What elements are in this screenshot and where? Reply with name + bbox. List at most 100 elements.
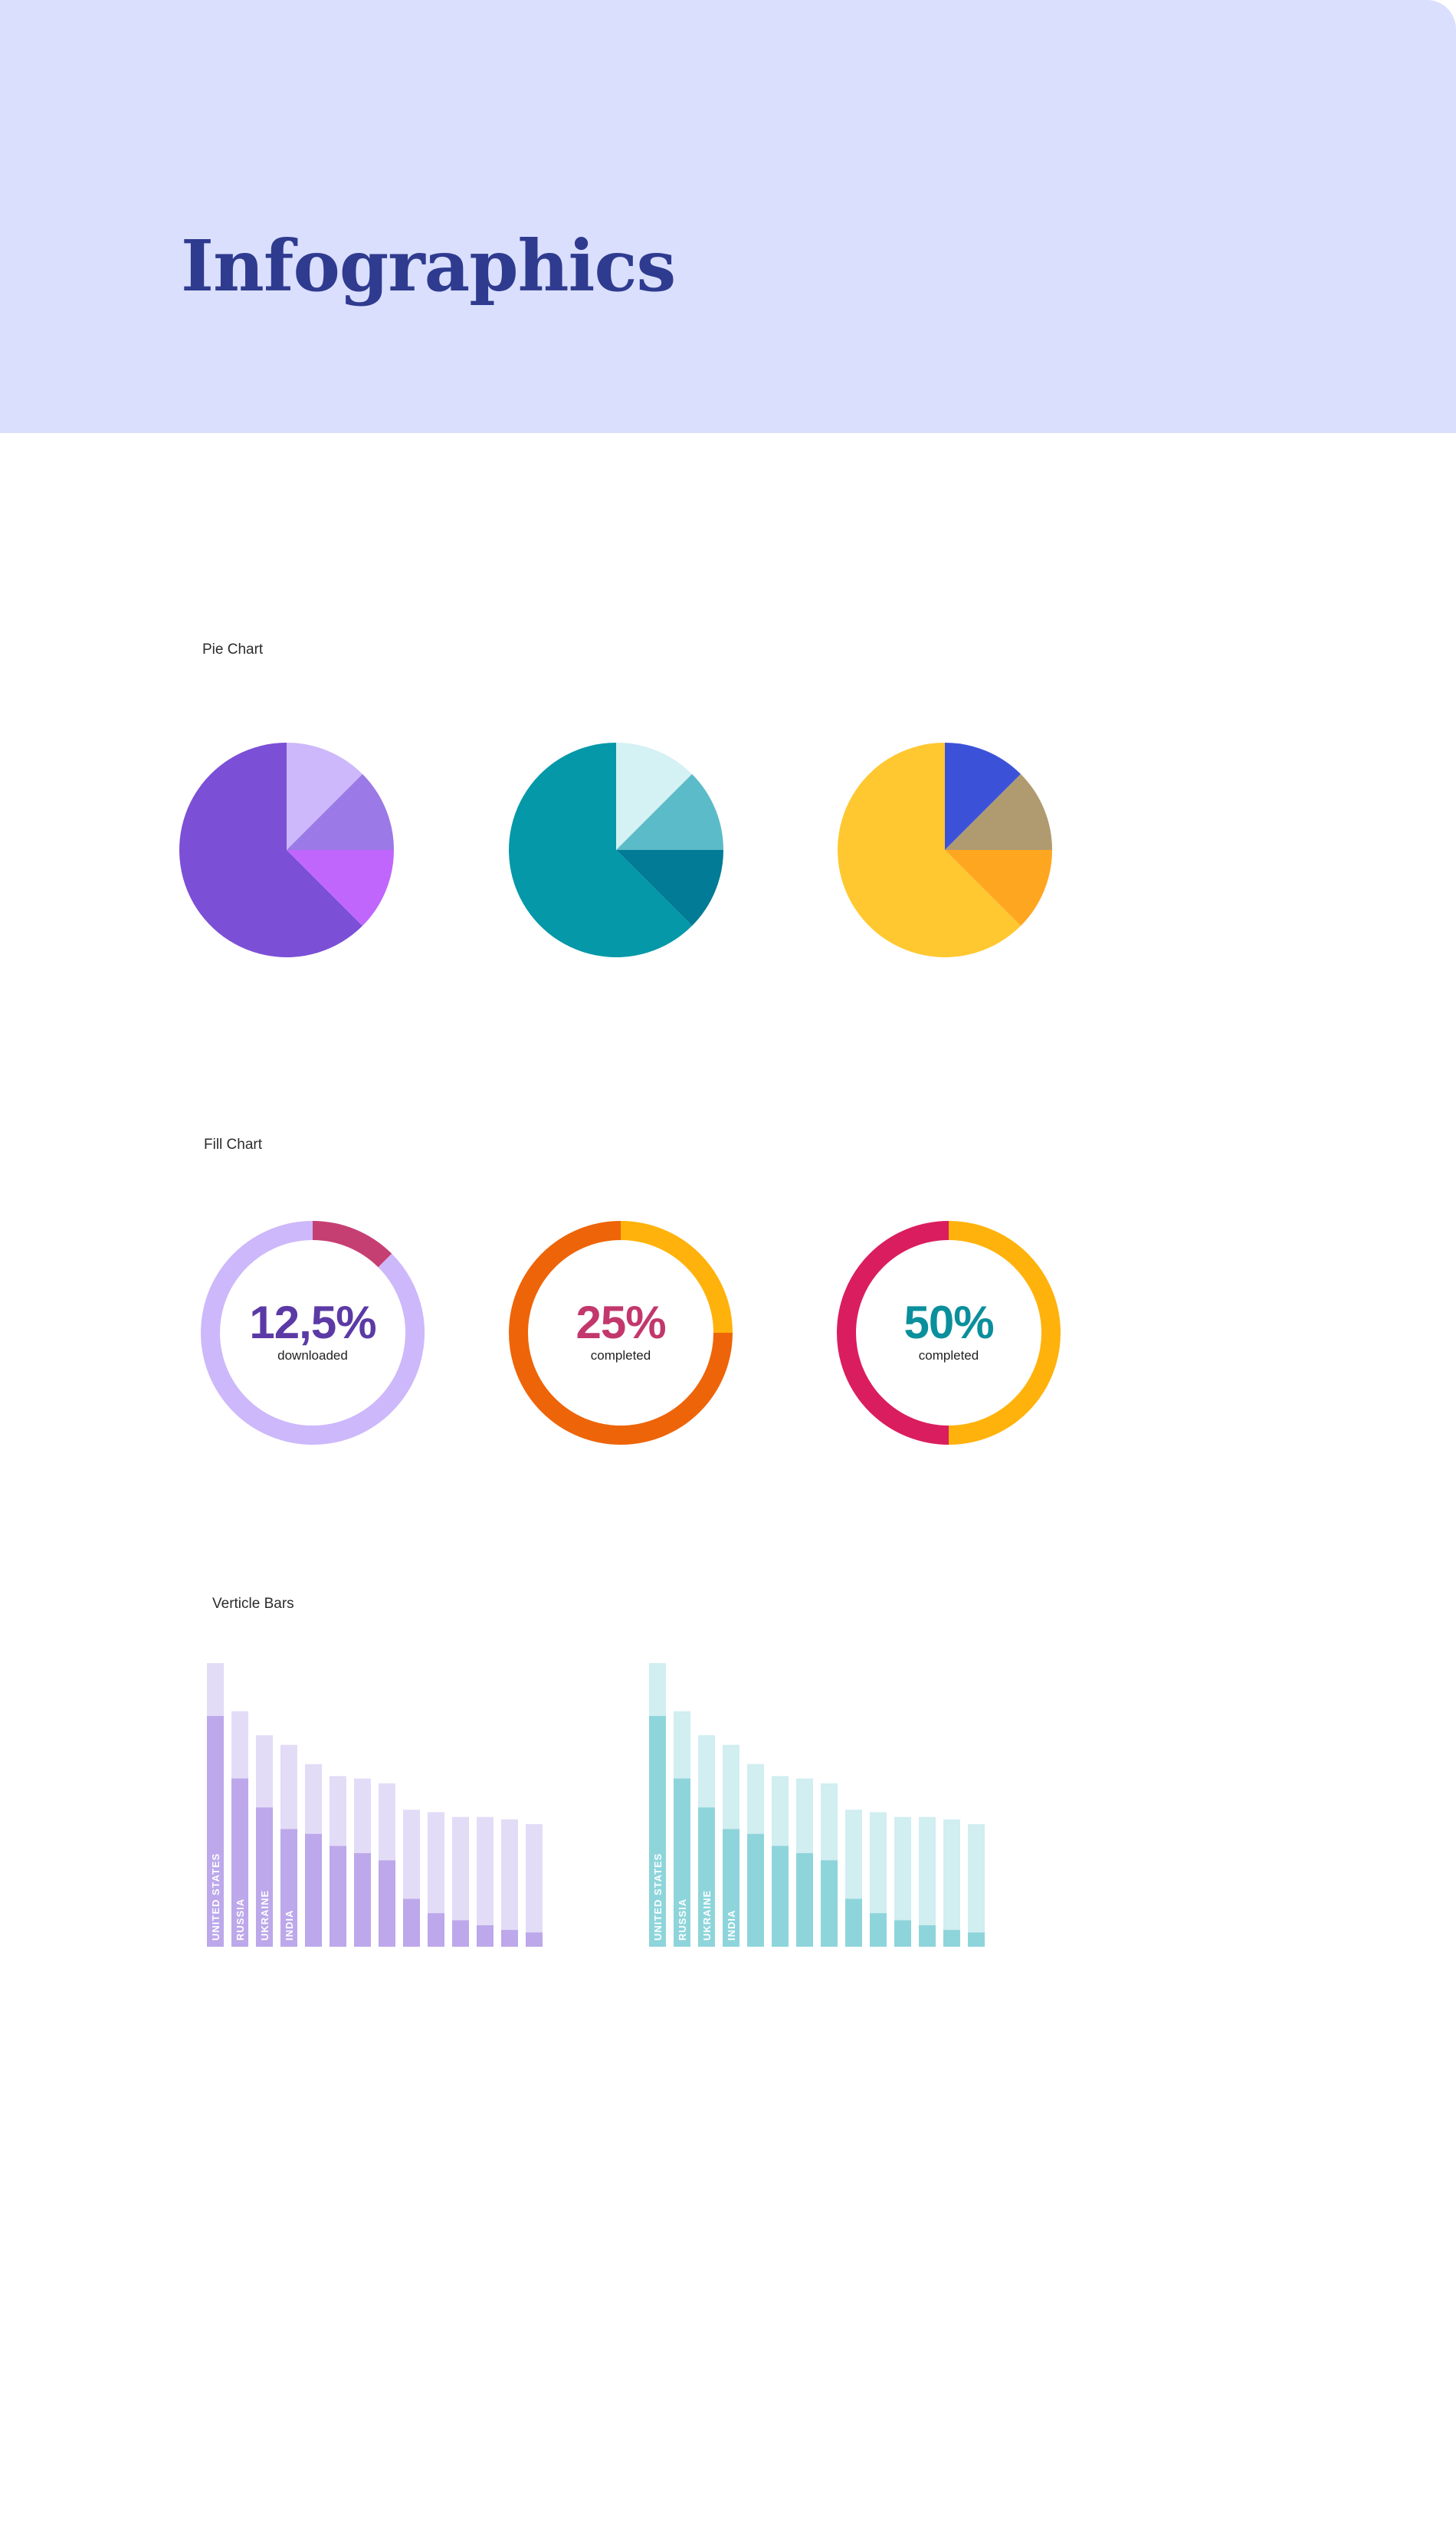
fill-caption-1: downloaded (277, 1348, 348, 1363)
bar-value (649, 1715, 666, 1947)
donut-segment-2 (837, 1221, 949, 1445)
pie-slice-4 (838, 743, 1021, 957)
bar-category-label: RUSSIA (234, 1898, 246, 1941)
fill-value-3: 50% (903, 1297, 994, 1348)
bar-category-label: UNITED STATES (210, 1853, 221, 1941)
bar-remainder (772, 1776, 789, 1846)
bar-remainder (796, 1778, 813, 1853)
bar-remainder (919, 1816, 936, 1925)
fill-chart-3-text: 50% completed (837, 1298, 1061, 1363)
bar-remainder (894, 1816, 911, 1921)
pie-chart-2 (509, 743, 723, 957)
bar-value (280, 1829, 297, 1947)
pie-chart-1 (179, 743, 394, 957)
bar-value (845, 1898, 862, 1947)
bar-remainder (845, 1810, 862, 1899)
bar-value (698, 1807, 715, 1947)
donut-segment-1 (948, 1221, 1061, 1445)
bar-value (477, 1924, 494, 1947)
fill-chart-label: Fill Chart (204, 1137, 263, 1153)
bar-remainder (943, 1819, 960, 1931)
page-title: Infographics (181, 225, 676, 307)
pie-slice-1 (945, 743, 1021, 850)
bar-remainder (379, 1783, 395, 1861)
bar-value (207, 1715, 224, 1947)
fill-caption-2: completed (590, 1348, 651, 1363)
pie-slice-2 (616, 774, 723, 850)
pie-chart-label: Pie Chart (202, 641, 264, 658)
bar-value (305, 1833, 322, 1947)
pie-slice-4 (509, 743, 692, 957)
bar-remainder (526, 1824, 543, 1933)
donut-ring-1 (201, 1221, 425, 1445)
bar-category-label: INDIA (726, 1910, 737, 1941)
bar-value (943, 1930, 960, 1947)
bar-remainder (256, 1735, 273, 1808)
bar-value (403, 1898, 420, 1947)
bar-value (501, 1930, 518, 1947)
bar-remainder (207, 1663, 224, 1716)
bar-remainder (452, 1816, 469, 1921)
pie-slice-2 (945, 774, 1052, 850)
bar-value (330, 1846, 346, 1947)
bar-remainder (428, 1812, 444, 1914)
bar-remainder (280, 1744, 297, 1829)
bar-value (821, 1860, 838, 1947)
bar-value (772, 1846, 789, 1947)
bar-remainder (501, 1819, 518, 1931)
donut-ring-3 (837, 1221, 1061, 1445)
bar-remainder (330, 1776, 346, 1846)
pie-slice-3 (616, 850, 723, 926)
bar-category-label: UKRAINE (259, 1890, 271, 1941)
pie-slice-2 (287, 774, 394, 850)
bar-value (723, 1829, 739, 1947)
pie-slice-1 (287, 743, 362, 850)
bar-remainder (870, 1812, 887, 1914)
bar-value (870, 1913, 887, 1947)
fill-chart-1-text: 12,5% downloaded (201, 1298, 425, 1363)
pie-slice-1 (616, 743, 692, 850)
pie-slice-3 (945, 850, 1052, 926)
bar-remainder (698, 1735, 715, 1808)
donut-segment-1 (620, 1221, 733, 1334)
bar-value (747, 1833, 764, 1947)
bar-value (919, 1924, 936, 1947)
donut-ring-2 (509, 1221, 733, 1445)
bar-remainder (821, 1783, 838, 1861)
bar-value (428, 1913, 444, 1947)
bar-remainder (674, 1711, 690, 1779)
fill-chart-2-text: 25% completed (509, 1298, 733, 1363)
bar-chart-1: UNITED STATES RUSSIA UKRAINE INDIA (207, 1663, 543, 1947)
header-banner: Infographics (0, 0, 1456, 433)
bar-category-label: UNITED STATES (652, 1853, 664, 1941)
bar-chart-2: UNITED STATES RUSSIA UKRAINE INDIA (649, 1663, 985, 1947)
bar-value (526, 1932, 543, 1947)
bar-remainder (354, 1778, 371, 1853)
bar-category-label: INDIA (284, 1910, 295, 1941)
pie-slice-4 (179, 743, 362, 957)
fill-value-1: 12,5% (249, 1297, 376, 1348)
bar-category-label: UKRAINE (701, 1890, 713, 1941)
bar-value (256, 1807, 273, 1947)
bar-value (968, 1932, 985, 1947)
bar-remainder (747, 1764, 764, 1834)
fill-caption-3: completed (918, 1348, 979, 1363)
bar-value (674, 1778, 690, 1947)
bar-remainder (403, 1810, 420, 1899)
fill-value-2: 25% (576, 1297, 666, 1348)
bar-remainder (305, 1764, 322, 1834)
bar-remainder (231, 1711, 248, 1779)
bar-remainder (649, 1663, 666, 1716)
bar-value (354, 1852, 371, 1947)
donut-segment-1 (312, 1221, 392, 1268)
pie-slice-3 (287, 850, 394, 926)
bar-value (894, 1920, 911, 1947)
bar-remainder (968, 1824, 985, 1933)
bar-value (231, 1778, 248, 1947)
donut-segment-2 (509, 1221, 733, 1445)
donut-segment-2 (201, 1221, 425, 1445)
bar-remainder (477, 1816, 494, 1925)
bar-value (379, 1860, 395, 1947)
vertical-bars-label: Verticle Bars (212, 1596, 294, 1612)
bar-value (452, 1920, 469, 1947)
